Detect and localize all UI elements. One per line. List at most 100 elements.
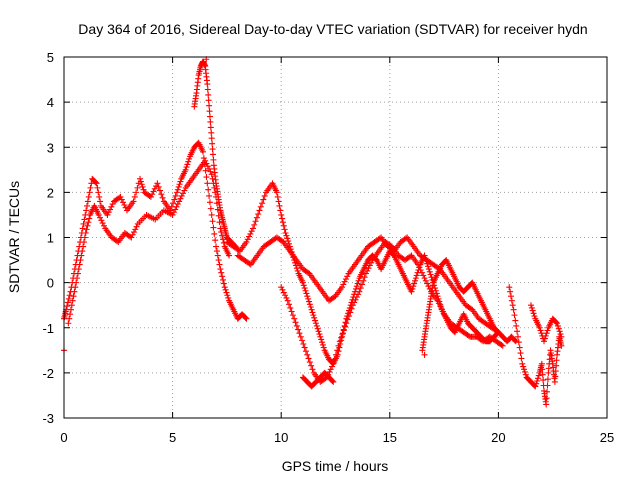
data-point: [412, 275, 419, 282]
data-point-dense: [352, 285, 359, 292]
data-point-dense: [528, 304, 535, 311]
data-point-dense: [511, 312, 518, 319]
data-point-dense: [312, 317, 319, 324]
data-point-dense: [181, 187, 188, 194]
data-point-dense: [210, 224, 217, 231]
data-point: [273, 189, 280, 196]
data-point-dense: [544, 327, 551, 334]
data-point-dense: [341, 278, 348, 285]
data-point-dense: [335, 348, 342, 355]
data-point-dense: [133, 189, 140, 196]
data-point: [204, 81, 211, 88]
data-point: [543, 401, 550, 408]
data-point-dense: [286, 301, 293, 308]
data-point-dense: [173, 203, 180, 210]
data-point-dense: [358, 281, 365, 288]
data-point: [308, 306, 315, 313]
y-tick-label: 1: [47, 231, 54, 246]
data-point-dense: [498, 341, 505, 348]
data-point-dense: [261, 192, 268, 199]
data-point: [304, 351, 311, 358]
data-point-dense: [544, 388, 551, 395]
data-point-dense: [80, 243, 87, 250]
data-point-dense: [552, 373, 559, 380]
data-point-dense: [276, 202, 283, 209]
data-point-dense: [553, 362, 560, 369]
data-point-dense: [507, 288, 514, 295]
data-point: [169, 211, 176, 218]
data-point-dense: [409, 285, 416, 292]
data-point-dense: [210, 156, 217, 163]
data-point-dense: [294, 267, 301, 274]
data-point-dense: [253, 214, 260, 221]
data-point: [226, 252, 233, 259]
data-point-dense: [535, 372, 542, 379]
data-point: [330, 378, 337, 385]
data-point-dense: [85, 219, 92, 226]
data-point-dense: [411, 277, 418, 284]
data-point-dense: [311, 314, 318, 321]
data-point-dense: [216, 219, 223, 226]
y-tick-label: -2: [42, 366, 54, 381]
data-point-dense: [307, 303, 314, 310]
data-point-dense: [318, 336, 325, 343]
data-point: [243, 315, 250, 322]
data-point-dense: [437, 303, 444, 310]
data-point-dense: [206, 113, 213, 120]
data-point-dense: [207, 118, 214, 125]
data-point-dense: [554, 322, 561, 329]
data-point-dense: [544, 376, 551, 383]
data-point: [532, 383, 539, 390]
data-point: [291, 315, 298, 322]
data-point-dense: [366, 262, 373, 269]
data-point-dense: [300, 282, 307, 289]
data-point-dense: [283, 232, 290, 239]
data-point-dense: [70, 293, 77, 300]
data-point-dense: [207, 168, 214, 175]
data-point-dense: [424, 280, 431, 287]
data-point: [182, 166, 189, 173]
data-point: [408, 288, 415, 295]
data-point-dense: [355, 291, 362, 298]
data-point-dense: [80, 239, 87, 246]
data-point-dense: [113, 238, 120, 245]
data-point-dense: [105, 209, 112, 216]
data-point-dense: [215, 257, 222, 264]
data-point: [312, 320, 319, 327]
data-point-dense: [207, 124, 214, 131]
data-point-dense: [292, 319, 299, 326]
data-point-dense: [518, 355, 525, 362]
data-point-dense: [427, 271, 434, 278]
data-point-dense: [174, 186, 181, 193]
data-point-dense: [319, 339, 326, 346]
data-point-dense: [352, 296, 359, 303]
x-tick-label: 20: [491, 430, 505, 445]
data-point-dense: [132, 226, 139, 233]
data-point-dense: [522, 371, 529, 378]
data-point-dense: [465, 332, 472, 339]
data-point-dense: [98, 217, 105, 224]
data-point-dense: [108, 203, 115, 210]
data-point-dense: [353, 294, 360, 301]
data-point-dense: [208, 129, 215, 136]
data-point-dense: [520, 363, 527, 370]
y-axis-label: SDTVAR / TECUs: [6, 181, 22, 293]
data-point-dense: [284, 235, 291, 242]
data-point: [299, 279, 306, 286]
data-point-dense: [308, 362, 315, 369]
data-point-dense: [344, 316, 351, 323]
data-point-dense: [206, 199, 213, 206]
data-point-dense: [329, 377, 336, 384]
data-point-dense: [207, 205, 214, 212]
data-point-dense: [118, 196, 125, 203]
data-point-dense: [279, 219, 286, 226]
data-point-dense: [299, 337, 306, 344]
data-point-dense: [86, 215, 93, 222]
data-point-dense: [280, 222, 287, 229]
data-point-dense: [511, 337, 518, 344]
data-point-dense: [174, 201, 181, 208]
data-point: [421, 351, 428, 358]
y-tick-label: 0: [47, 276, 54, 291]
data-point-dense: [287, 304, 294, 311]
data-point-dense: [79, 248, 86, 255]
